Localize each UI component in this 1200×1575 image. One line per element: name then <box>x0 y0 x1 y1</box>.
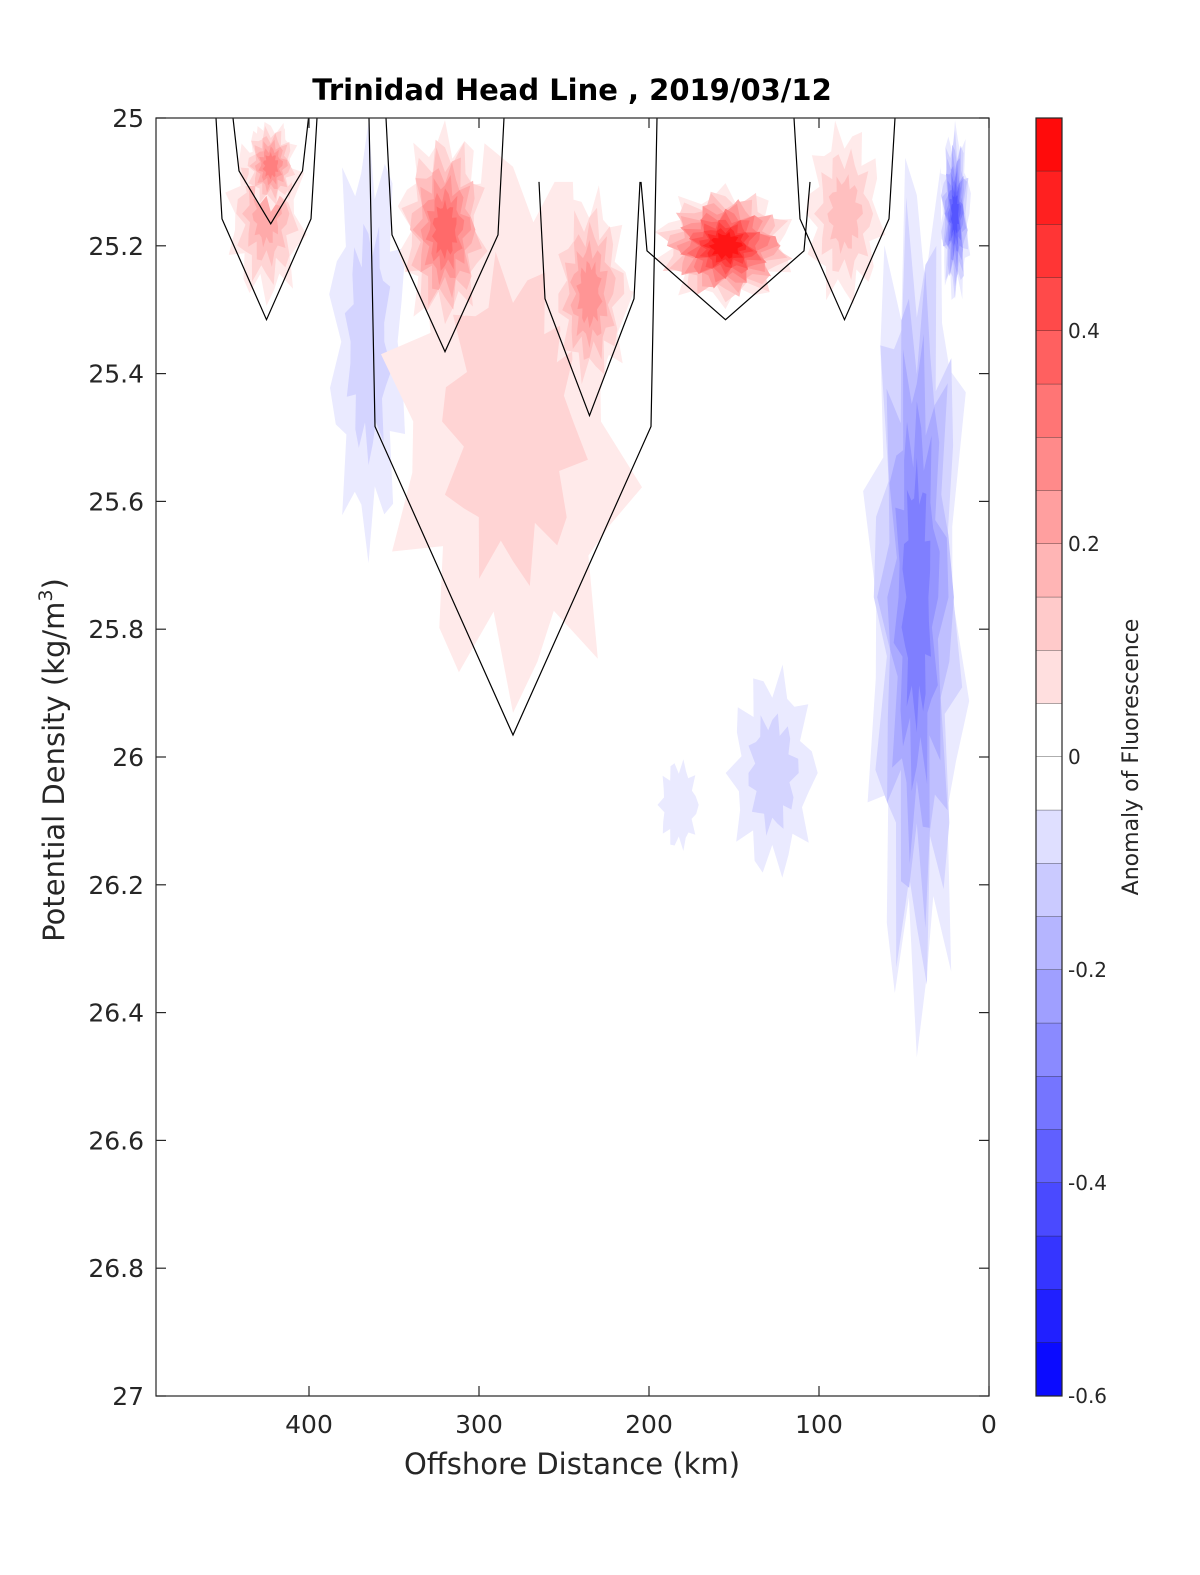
zero-contour-offshore-positive-patch <box>215 118 318 322</box>
colorbar-swatch <box>1036 437 1062 491</box>
missing-data-region <box>521 118 806 182</box>
colorbar-tick-label: 0.4 <box>1068 319 1100 343</box>
anomaly-band-main-positive-tongue-2 <box>442 251 588 587</box>
x-tick-label: 100 <box>795 1410 843 1439</box>
y-axis-title: Potential Density (kg/m3) <box>35 578 71 942</box>
anomaly-band-main-positive-core-7 <box>432 199 458 260</box>
anomaly-band-coastal-negative-band-6 <box>901 457 931 733</box>
y-axis-title-close: ) <box>37 578 71 589</box>
y-tick-label: 25 <box>112 104 144 133</box>
anomaly-band-nearshore-positive-max-11 <box>708 231 743 260</box>
y-tick-label: 26 <box>112 743 144 772</box>
colorbar-swatch <box>1036 1076 1062 1130</box>
colorbar-frame <box>1035 117 1063 1397</box>
zero-contour-main-positive-tongue <box>368 118 658 737</box>
colorbar: 0.4 0.2 0 -0.2 -0.4 -0.6 <box>1035 117 1107 1408</box>
colorbar-swatch <box>1036 544 1062 598</box>
colorbar-tick-label: -0.4 <box>1068 1171 1107 1195</box>
colorbar-swatch <box>1036 1183 1062 1237</box>
anomaly-region-coastal-negative-core <box>938 120 971 300</box>
y-tick-label: 25.4 <box>88 360 144 389</box>
anomaly-region-coastal-negative-band <box>863 157 970 1058</box>
anomaly-band-deep-negative-patch-190km-1 <box>657 759 699 851</box>
anomaly-region-nearshore-positive-edge <box>806 120 886 305</box>
colorbar-swatch <box>1036 916 1062 970</box>
x-tick-label: 300 <box>455 1410 503 1439</box>
y-axis: 25 25.2 25.4 25.6 25.8 26 26.2 26.4 26.6 26.8 27 <box>88 104 989 1411</box>
y-tick-label: 27 <box>112 1382 144 1411</box>
colorbar-swatch <box>1036 1023 1062 1077</box>
colorbar-swatch <box>1036 970 1062 1024</box>
y-tick-label: 25.8 <box>88 615 144 644</box>
colorbar-swatch <box>1036 277 1062 331</box>
anomaly-region-mid-positive-core <box>547 185 631 399</box>
y-tick-label: 26.2 <box>88 871 144 900</box>
anomaly-region-deep-negative-patch-190km <box>657 759 699 851</box>
anomaly-field <box>225 118 971 1058</box>
x-axis: 400 300 200 100 0 <box>285 118 997 1439</box>
colorbar-swatch <box>1036 171 1062 225</box>
anomaly-region-deep-negative-patch-110km <box>725 664 818 878</box>
zero-contour <box>215 118 896 737</box>
y-tick-label: 25.2 <box>88 232 144 261</box>
anomaly-region-main-positive-core <box>397 120 490 341</box>
y-tick-label: 26.6 <box>88 1126 144 1155</box>
anomaly-band-negative-band-380km-2 <box>344 223 392 466</box>
y-tick-label: 26.8 <box>88 1254 144 1283</box>
anomaly-region-nearshore-positive-max <box>654 183 793 310</box>
x-tick-label: 200 <box>625 1410 673 1439</box>
y-axis-title-text: Potential Density (kg/m <box>37 602 71 942</box>
chart-title: Trinidad Head Line , 2019/03/12 <box>312 73 832 107</box>
y-tick-label: 26.4 <box>88 999 144 1028</box>
colorbar-swatch <box>1036 597 1062 651</box>
colorbar-swatch <box>1036 1236 1062 1290</box>
colorbar-swatch <box>1036 863 1062 917</box>
colorbar-swatch <box>1036 384 1062 438</box>
colorbar-swatch <box>1036 1342 1062 1396</box>
zero-contour-offshore-positive-core <box>232 118 310 226</box>
colorbar-tick-label: -0.6 <box>1068 1384 1107 1408</box>
colorbar-swatch <box>1036 650 1062 704</box>
zero-contour-nearshore-positive-edge <box>793 118 896 322</box>
colorbar-title: Anomaly of Fluorescence <box>1119 619 1144 896</box>
x-axis-title: Offshore Distance (km) <box>404 1447 740 1481</box>
anomaly-band-deep-negative-patch-110km-2 <box>748 713 799 836</box>
colorbar-swatch <box>1036 224 1062 278</box>
anomaly-band-mid-positive-core-5 <box>576 260 603 329</box>
colorbar-swatch <box>1036 118 1062 172</box>
colorbar-swatch <box>1036 757 1062 811</box>
x-tick-label: 400 <box>285 1410 333 1439</box>
colorbar-swatch <box>1036 703 1062 757</box>
colorbar-tick-label: 0.2 <box>1068 532 1100 556</box>
anomaly-band-coastal-negative-core-8 <box>950 189 959 238</box>
anomaly-band-offshore-positive-core-6 <box>262 152 279 180</box>
colorbar-tick-label: 0 <box>1068 745 1081 769</box>
colorbar-swatch <box>1036 1129 1062 1183</box>
colorbar-tick-label: -0.2 <box>1068 958 1107 982</box>
zero-contour-mid-positive-core <box>538 181 641 418</box>
x-tick-label: 0 <box>981 1410 997 1439</box>
y-axis-title-superscript: 3 <box>35 589 57 601</box>
colorbar-swatch <box>1036 331 1062 385</box>
colorbar-swatch <box>1036 810 1062 864</box>
colorbar-swatch <box>1036 1289 1062 1343</box>
y-tick-label: 25.6 <box>88 487 144 516</box>
anomaly-band-nearshore-positive-edge-3 <box>827 174 863 254</box>
zero-contour-main-positive-core <box>385 118 505 354</box>
anomaly-region-offshore-positive-core <box>241 122 299 212</box>
zero-contour-nearshore-positive-max <box>640 181 811 321</box>
colorbar-swatch <box>1036 490 1062 544</box>
